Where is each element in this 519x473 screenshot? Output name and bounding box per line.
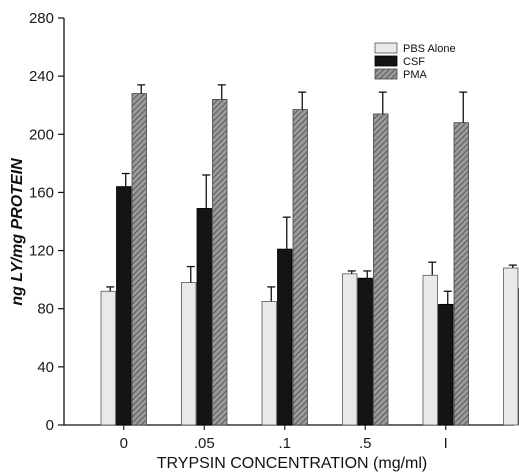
bar [453, 122, 469, 426]
bar [503, 267, 519, 426]
y-tick-label: 40 [37, 359, 54, 376]
bar [100, 290, 116, 426]
bar [342, 273, 358, 426]
y-tick-label: 280 [29, 10, 54, 27]
bar [357, 277, 373, 426]
legend-swatch [374, 42, 398, 54]
y-axis-title: ng LY/mg PROTEIN [9, 158, 26, 306]
bar [438, 303, 454, 426]
y-tick-label: 240 [29, 68, 54, 85]
bar [196, 208, 212, 426]
y-tick-label: 200 [29, 126, 54, 143]
y-tick-label: 120 [29, 243, 54, 260]
bar [131, 93, 147, 426]
bar [212, 99, 228, 426]
bar [422, 274, 438, 426]
legend-swatch [374, 68, 398, 80]
legend-swatch [374, 55, 398, 67]
x-axis-title: TRYPSIN CONCENTRATION (mg/ml) [157, 455, 428, 472]
y-tick-label: 160 [29, 184, 54, 201]
y-tick-label: 0 [46, 417, 54, 434]
x-tick-label: .5 [359, 435, 372, 452]
legend-label: PMA [403, 69, 428, 81]
bar [261, 301, 277, 426]
bar [373, 113, 389, 426]
x-tick-label: .05 [194, 435, 215, 452]
y-tick-label: 80 [37, 301, 54, 318]
x-tick-label: 0 [120, 435, 128, 452]
bar [292, 109, 308, 426]
bar [277, 248, 293, 426]
x-tick-label: .1 [278, 435, 291, 452]
legend-label: PBS Alone [403, 43, 456, 55]
legend-label: CSF [403, 56, 425, 68]
x-tick-label: I [444, 435, 448, 452]
bar [116, 186, 132, 426]
bar [181, 282, 197, 426]
